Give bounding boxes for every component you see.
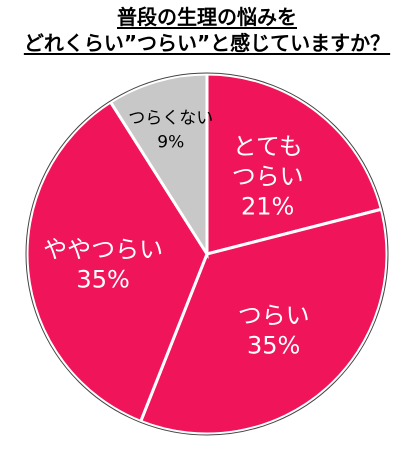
pie-slice-2	[138, 207, 389, 436]
slice-category-label: ややつらい	[43, 236, 163, 264]
pie-slice-3	[25, 99, 209, 424]
pie-slice-1	[205, 72, 384, 256]
slice-value-label: 9%	[157, 133, 184, 153]
chart-title: 普段の生理の悩みを どれくらい”つらい”と感じていますか？	[0, 4, 414, 56]
chart-title-line-2: どれくらい”つらい”と感じていますか？	[23, 31, 391, 55]
slice-category-label: とても	[233, 132, 303, 160]
slice-label-4: つらくない 9%	[128, 109, 213, 153]
slice-category-label: つらくない	[128, 109, 213, 129]
slice-category-label: つらい	[232, 162, 304, 190]
pie-slice-4	[108, 72, 209, 260]
slice-value-label: 35%	[76, 266, 129, 294]
pie-outline	[25, 72, 389, 436]
slice-value-label: 35%	[247, 331, 300, 359]
chart-title-line-1: 普段の生理の悩みを	[117, 5, 297, 29]
pie-slices	[25, 72, 389, 436]
slice-value-label: 21%	[241, 192, 294, 220]
slice-category-label: つらい	[238, 301, 310, 329]
